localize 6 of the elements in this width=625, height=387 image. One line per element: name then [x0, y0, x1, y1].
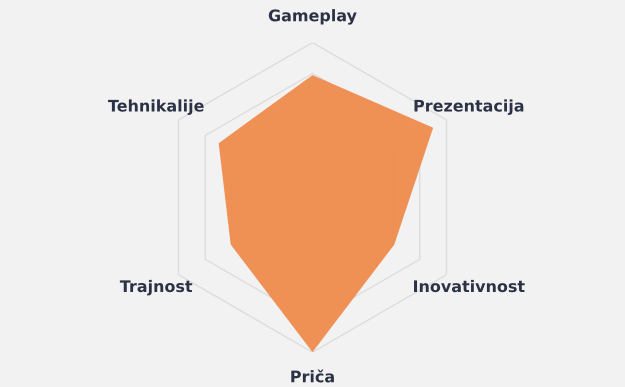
spoke-label: Priča — [291, 369, 334, 382]
spoke-label: Gameplay — [268, 9, 357, 25]
spoke-label: Prezentacija — [414, 99, 524, 115]
spoke-label: Tehnikalije — [108, 99, 204, 115]
spoke-label: Inovativnost — [414, 280, 525, 292]
spoke-label: Trajnost — [120, 280, 192, 296]
